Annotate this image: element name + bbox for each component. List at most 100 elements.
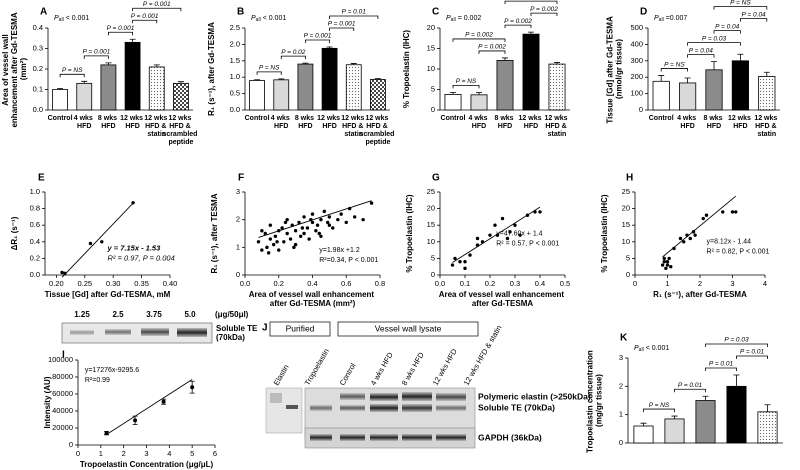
x-tick-label: 0.30	[106, 279, 121, 288]
bar	[664, 418, 685, 444]
y-tick-label: 15	[427, 43, 435, 52]
comparison-bracket	[452, 38, 506, 42]
error-bar	[326, 46, 333, 49]
panel-letter: B	[237, 7, 244, 18]
band-label: Soluble TE (70kDa)	[478, 402, 555, 412]
bar	[52, 89, 68, 111]
comparison-label: P = 0.001	[82, 49, 110, 56]
point	[347, 206, 352, 211]
comparison-bracket	[713, 30, 741, 34]
y-tick-label: 20	[427, 23, 435, 32]
equation: y=1.98x +1.2	[319, 247, 360, 254]
fit-stats: R²=0.99	[85, 377, 110, 384]
panel-letter: C	[432, 7, 439, 18]
point	[678, 236, 683, 241]
bar	[249, 80, 265, 111]
error-bar	[764, 404, 771, 412]
y-tick-label: 0.0	[230, 105, 240, 114]
x-tick-label: 12 wks HFD & statin	[545, 115, 570, 138]
y-tick-label: 2.5	[230, 23, 240, 32]
x-tick-label: 12 wks HFD & statin	[341, 115, 366, 138]
x-tick-label: 0.35	[134, 279, 149, 288]
comparison-label: P = 0.03	[724, 337, 749, 344]
point	[88, 241, 93, 246]
x-tick-label: 1	[99, 449, 103, 458]
error-bar	[737, 53, 744, 61]
point	[488, 233, 492, 237]
x-tick-label: 0.4	[307, 279, 317, 288]
point	[475, 236, 480, 241]
point	[325, 220, 330, 225]
x-tick-label: 0.4	[535, 279, 545, 288]
point	[685, 233, 689, 237]
y-tick-label: 0	[639, 105, 643, 114]
point	[268, 223, 273, 227]
p-all-sub: all	[659, 17, 664, 23]
y-tick-label: 0	[69, 440, 73, 449]
comparison-label: P = NS	[456, 78, 477, 85]
point	[693, 233, 697, 237]
point	[463, 266, 467, 271]
bar	[522, 33, 540, 111]
y-tick-label: 20000	[52, 423, 73, 432]
y-tick-label: 10	[622, 237, 630, 246]
point	[453, 256, 457, 261]
bar	[100, 64, 117, 111]
blot-bands	[70, 328, 207, 337]
comparison-label: P = 0.002	[478, 44, 506, 51]
y-axis-label: Tissue [Gd] after Gd-TESMA (nmol/gr tiss…	[606, 14, 624, 123]
point	[263, 231, 267, 236]
point	[664, 266, 668, 271]
p-all-p: P	[251, 15, 256, 22]
comparison-label: P = 0.01	[678, 382, 703, 389]
y-tick-label: 80000	[52, 372, 73, 381]
point	[190, 385, 195, 390]
x-tick-label: 0.25	[77, 279, 92, 288]
p-all: Pall =0.007	[654, 15, 687, 23]
point	[688, 236, 692, 241]
point	[327, 223, 332, 227]
y-tick-label: 0.2	[33, 64, 43, 73]
y-tick-label: 0.1	[33, 84, 43, 93]
y-axis-label: % Tropoelastin (IHC)	[600, 194, 609, 273]
x-tick-label: 6	[213, 449, 217, 458]
x-tick-label: 4 wks HFD	[74, 115, 95, 130]
x-tick-label: 8 wks HFD	[98, 115, 119, 130]
y-tick-label: 1.0	[230, 72, 240, 81]
comparison-bracket	[687, 42, 741, 46]
lane-label: 12 wks HFD & statin	[462, 324, 504, 387]
bar	[124, 41, 141, 111]
comparison-bracket	[452, 84, 480, 89]
lane-label: 1.25	[74, 310, 90, 319]
y-tick-label: 300	[630, 56, 643, 65]
comparison-label: P = 0.001	[304, 33, 332, 40]
y-axis-label: R₁ (s⁻¹), after TESMA	[210, 193, 219, 273]
comparison-label: P = NS	[649, 402, 670, 409]
point	[369, 201, 374, 205]
y-tick-label: 400	[630, 39, 643, 48]
x-tick-label: 8 wks HFD	[295, 115, 316, 130]
x-tick-label: 8 wks HFD	[494, 115, 515, 130]
lane-label: 3.75	[146, 310, 162, 319]
group-label: Purified	[286, 323, 315, 333]
band-label: Soluble TE (70kDa)	[216, 324, 260, 342]
comparison-bracket	[530, 12, 558, 17]
band-label: GAPDH (36kDa)	[478, 432, 542, 442]
y-tick-label: 100	[630, 89, 643, 98]
x-tick-label: 0.2	[274, 279, 284, 288]
x-tick-label: 12 wks HFD & statin	[144, 115, 169, 138]
panel-letter: H	[626, 173, 633, 184]
comparison-label: P = 0.002	[504, 18, 532, 25]
comparison-bracket	[132, 7, 182, 12]
p-all: Pall = 0.002	[446, 15, 481, 23]
point	[672, 246, 676, 251]
point	[660, 263, 665, 267]
comparison-bracket	[59, 73, 85, 78]
bar	[370, 79, 386, 111]
error-bar	[733, 374, 740, 387]
panel-letter: A	[40, 7, 47, 18]
lane-label: Control	[338, 361, 358, 387]
point	[704, 213, 709, 217]
y-tick-label: 0.4	[30, 237, 40, 246]
